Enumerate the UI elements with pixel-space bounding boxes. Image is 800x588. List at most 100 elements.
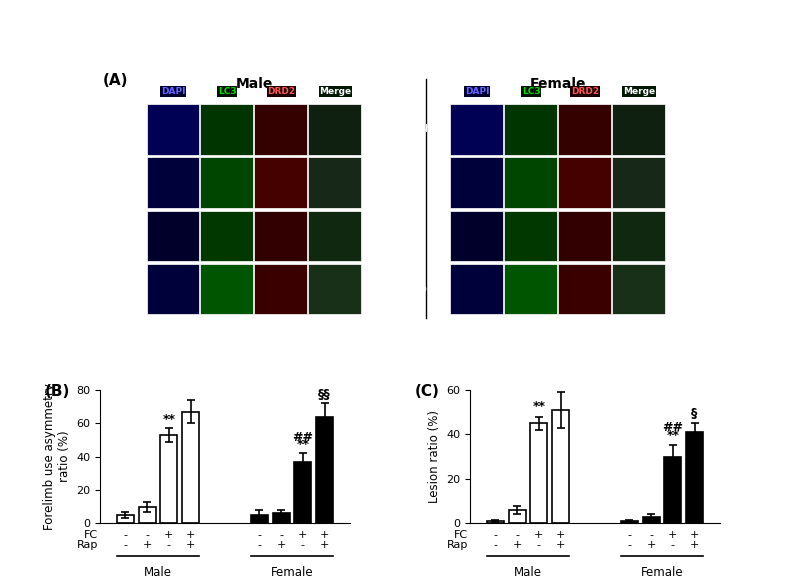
Text: Female: Female	[270, 566, 314, 579]
Text: Male: Male	[144, 566, 172, 579]
Text: +: +	[668, 530, 678, 540]
Text: +: +	[320, 530, 330, 540]
Text: -: -	[627, 540, 631, 550]
Text: **: **	[296, 437, 310, 451]
Text: -: -	[123, 530, 127, 540]
FancyBboxPatch shape	[254, 211, 307, 260]
FancyBboxPatch shape	[558, 263, 611, 314]
FancyBboxPatch shape	[612, 105, 665, 155]
Text: -: -	[258, 530, 262, 540]
Bar	[160, 435, 178, 523]
Text: Male: Male	[514, 566, 542, 579]
FancyBboxPatch shape	[254, 158, 307, 208]
Bar	[182, 412, 199, 523]
Text: -: -	[167, 540, 171, 550]
Text: LC3: LC3	[522, 87, 541, 96]
Text: +: +	[186, 530, 195, 540]
Text: §: §	[691, 407, 698, 420]
Text: +: +	[534, 530, 543, 540]
Text: **: **	[162, 413, 175, 426]
Text: ##: ##	[292, 431, 314, 444]
Text: -: -	[123, 540, 127, 550]
Text: +: +	[556, 540, 566, 550]
Text: FC: FC	[454, 530, 468, 540]
Text: -: -	[649, 530, 653, 540]
FancyBboxPatch shape	[146, 105, 199, 155]
FancyBboxPatch shape	[504, 211, 557, 260]
Text: (A): (A)	[103, 73, 129, 88]
Text: DRD2: DRD2	[267, 87, 295, 96]
Text: -: -	[627, 530, 631, 540]
Bar	[552, 410, 569, 523]
FancyBboxPatch shape	[504, 263, 557, 314]
Bar	[621, 521, 638, 523]
FancyBboxPatch shape	[558, 158, 611, 208]
Text: +: +	[646, 540, 656, 550]
Text: (B): (B)	[45, 385, 70, 399]
FancyBboxPatch shape	[201, 158, 253, 208]
FancyBboxPatch shape	[450, 211, 503, 260]
Text: -: -	[494, 530, 498, 540]
Bar	[642, 517, 660, 523]
FancyBboxPatch shape	[558, 105, 611, 155]
Bar	[664, 456, 682, 523]
Text: -: -	[301, 540, 305, 550]
Bar	[251, 515, 268, 523]
Text: +: +	[690, 540, 699, 550]
Text: Rap+FC: Rap+FC	[408, 283, 447, 293]
FancyBboxPatch shape	[308, 105, 361, 155]
FancyBboxPatch shape	[450, 263, 503, 314]
Text: Merge: Merge	[623, 87, 655, 96]
Text: +: +	[298, 530, 307, 540]
Text: +: +	[277, 540, 286, 550]
Text: -: -	[671, 540, 675, 550]
Text: Rap+FC: Rap+FC	[104, 283, 143, 293]
FancyBboxPatch shape	[201, 211, 253, 260]
Text: -: -	[537, 540, 541, 550]
FancyBboxPatch shape	[308, 158, 361, 208]
Bar	[273, 513, 290, 523]
FancyBboxPatch shape	[504, 158, 557, 208]
FancyBboxPatch shape	[450, 105, 503, 155]
Bar	[316, 416, 333, 523]
Text: +: +	[164, 530, 174, 540]
Bar	[138, 507, 156, 523]
Text: +: +	[142, 540, 152, 550]
Bar	[117, 515, 134, 523]
FancyBboxPatch shape	[146, 211, 199, 260]
Text: Rap: Rap	[77, 540, 98, 550]
Bar	[686, 432, 703, 523]
Text: -: -	[515, 530, 519, 540]
Y-axis label: Forelimb use asymmetry
ratio (%): Forelimb use asymmetry ratio (%)	[42, 383, 70, 530]
FancyBboxPatch shape	[504, 105, 557, 155]
FancyBboxPatch shape	[450, 158, 503, 208]
Text: +: +	[556, 530, 566, 540]
Text: Male: Male	[236, 77, 273, 91]
FancyBboxPatch shape	[612, 158, 665, 208]
FancyBboxPatch shape	[201, 263, 253, 314]
Bar	[509, 510, 526, 523]
Text: Rap: Rap	[428, 178, 447, 188]
Text: FC: FC	[435, 230, 447, 240]
Text: §§: §§	[318, 387, 331, 400]
FancyBboxPatch shape	[308, 211, 361, 260]
Text: ##: ##	[662, 422, 683, 435]
Text: +: +	[690, 530, 699, 540]
Text: -: -	[494, 540, 498, 550]
Text: FC: FC	[84, 530, 98, 540]
FancyBboxPatch shape	[146, 263, 199, 314]
Text: **: **	[666, 429, 679, 442]
FancyBboxPatch shape	[254, 105, 307, 155]
Text: DRD2: DRD2	[571, 87, 599, 96]
Text: Female: Female	[530, 77, 586, 91]
Text: Female: Female	[641, 566, 683, 579]
Text: DAPI: DAPI	[162, 87, 186, 96]
Bar	[487, 521, 504, 523]
Text: -: -	[145, 530, 149, 540]
Text: Merge: Merge	[319, 87, 351, 96]
Text: DAPI: DAPI	[465, 87, 490, 96]
Text: Rap: Rap	[125, 178, 143, 188]
Text: **: **	[532, 400, 546, 413]
Text: Sham: Sham	[419, 124, 447, 134]
FancyBboxPatch shape	[146, 158, 199, 208]
